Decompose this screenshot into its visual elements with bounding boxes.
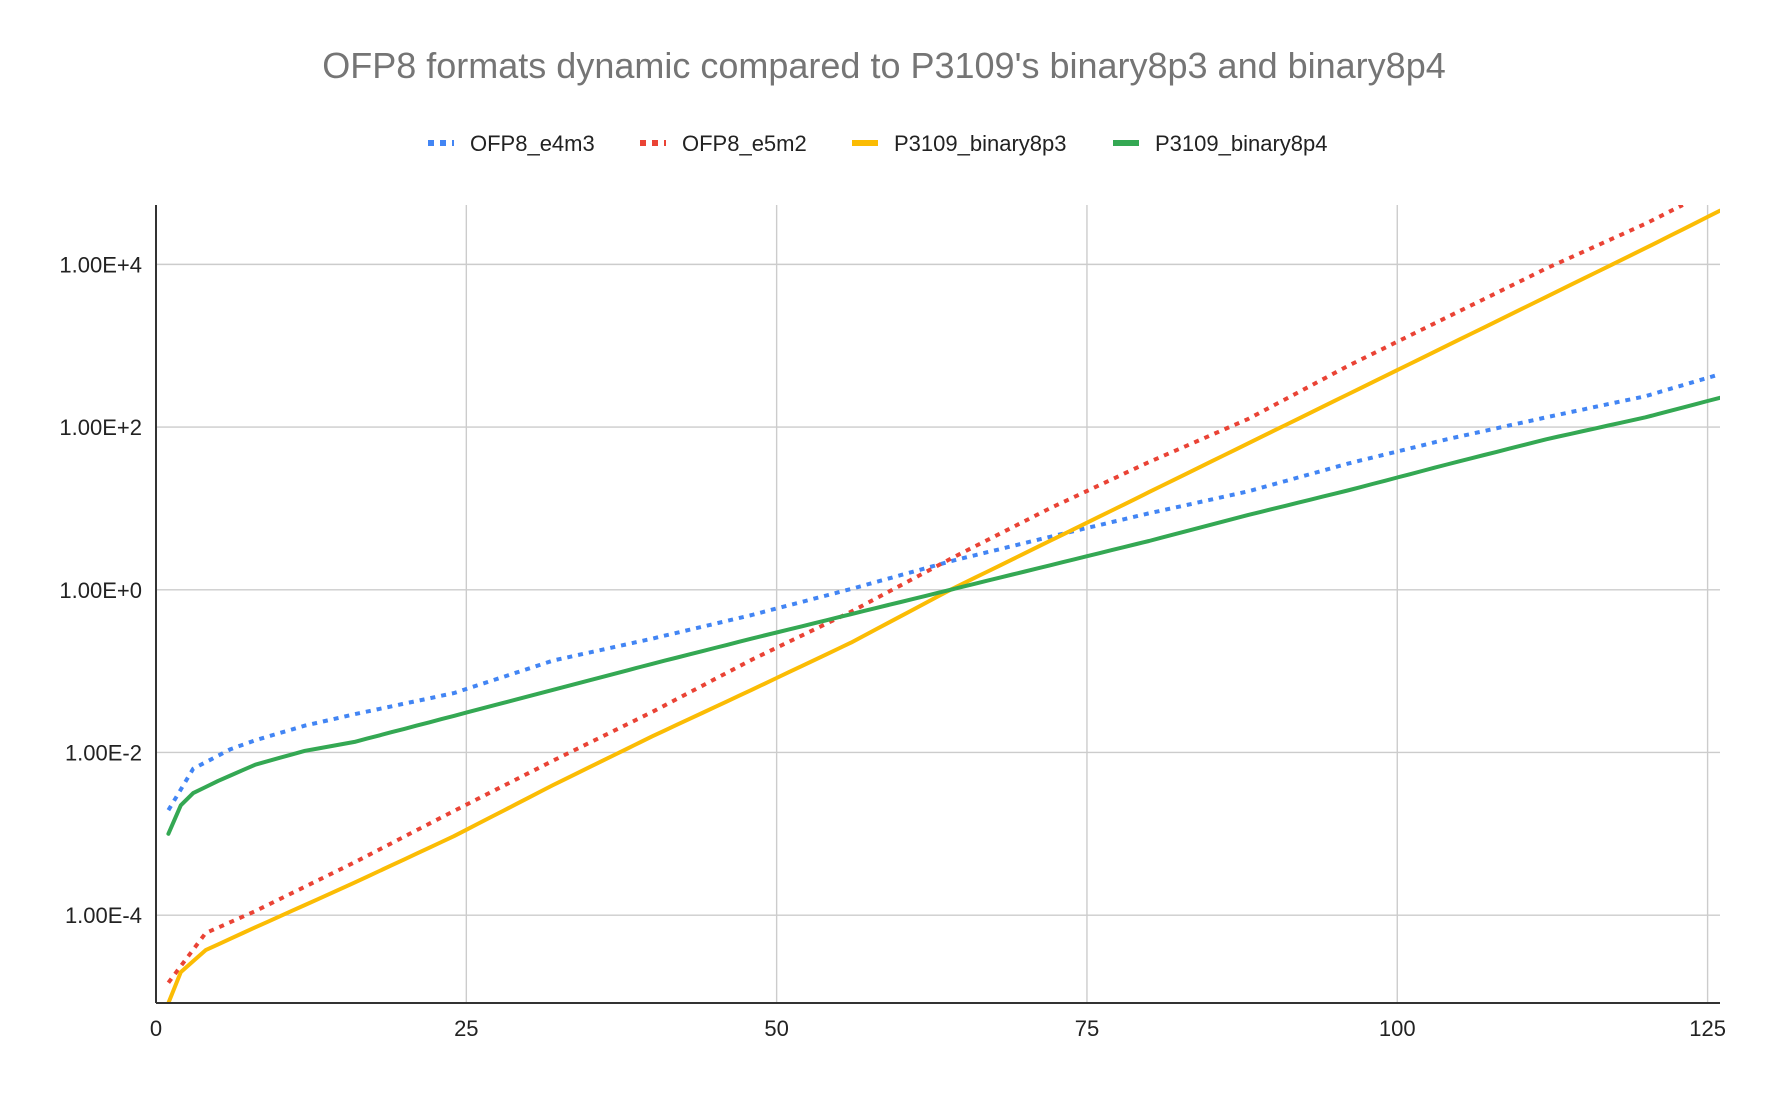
x-tick-label: 0 (150, 1016, 162, 1041)
chart-legend: OFP8_e4m3 OFP8_e5m2 P3109_binary8p3 P3109_b… (428, 131, 1327, 156)
series-line-ofp8-e4m3 (166, 372, 1720, 812)
series-layer (166, 205, 1720, 1003)
legend-label: P3109_binary8p4 (1155, 131, 1327, 156)
y-tick-label: 1.00E+4 (59, 252, 142, 277)
legend-item: OFP8_e5m2 (640, 131, 807, 156)
x-tick-label: 50 (764, 1016, 788, 1041)
legend-label: P3109_binary8p3 (894, 131, 1066, 156)
x-tick-label: 100 (1379, 1016, 1416, 1041)
y-tick-label: 1.00E+2 (59, 415, 142, 440)
legend-item: OFP8_e4m3 (428, 131, 595, 156)
y-tick-label: 1.00E+0 (59, 578, 142, 603)
axes: 0 25 50 75 100 125 1.00E+4 1.00E+2 1.00E+0 1.00E-… (59, 205, 1726, 1041)
series-line-ofp8-e5m2 (166, 205, 1684, 984)
x-tick-label: 75 (1075, 1016, 1099, 1041)
chart-title: OFP8 formats dynamic compared to P3109's… (322, 45, 1446, 86)
legend-label: OFP8_e4m3 (470, 131, 595, 156)
y-tick-label: 1.00E-4 (65, 903, 142, 928)
x-tick-label: 25 (454, 1016, 478, 1041)
series-line-p3109-binary8p4 (166, 395, 1720, 836)
grid-lines (156, 205, 1720, 1003)
x-tick-label: 125 (1689, 1016, 1726, 1041)
legend-item: P3109_binary8p3 (852, 131, 1066, 156)
series-line-p3109-binary8p3 (166, 208, 1720, 1003)
legend-item: P3109_binary8p4 (1113, 131, 1327, 156)
y-tick-label: 1.00E-2 (65, 740, 142, 765)
legend-label: OFP8_e5m2 (682, 131, 807, 156)
